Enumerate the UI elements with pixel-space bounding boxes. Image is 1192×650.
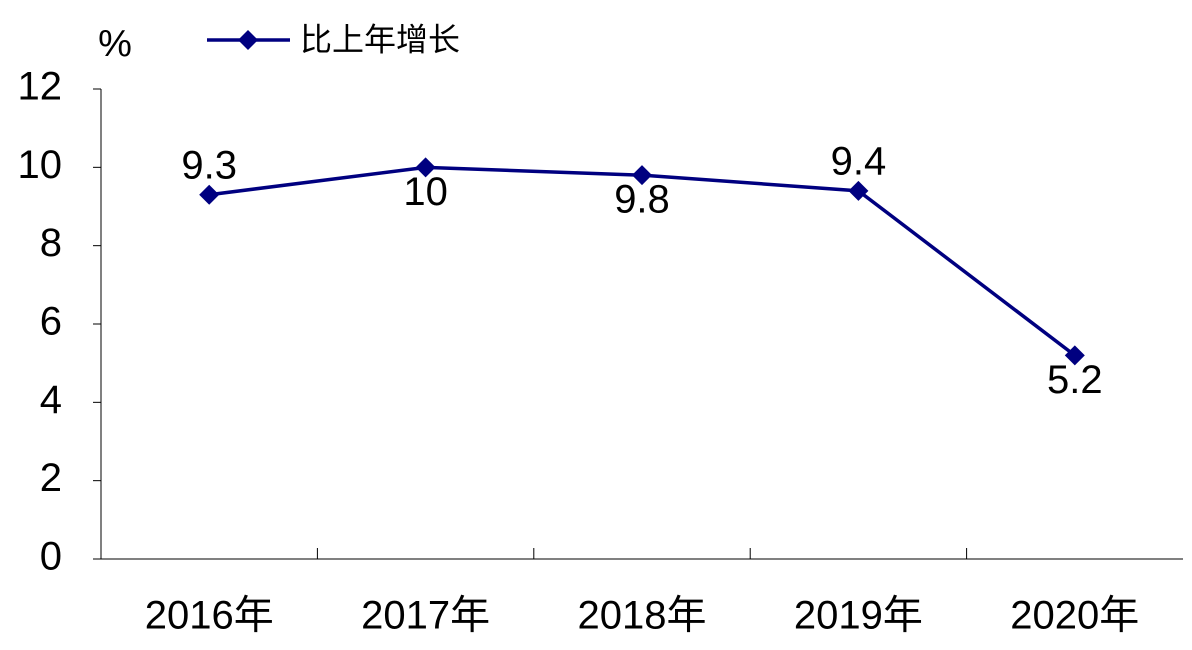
value-label: 5.2 [1047, 358, 1103, 402]
value-label: 9.8 [614, 178, 670, 222]
y-tick-label: 6 [40, 300, 62, 344]
value-label: 9.4 [831, 139, 887, 183]
marker [415, 157, 436, 178]
x-tick-label: 2016年 [145, 594, 274, 638]
x-tick-label: 2019年 [794, 594, 923, 638]
marker [632, 165, 652, 186]
x-tick-label: 2018年 [578, 594, 707, 638]
legend-label: 比上年增长 [300, 21, 460, 57]
marker [1064, 345, 1085, 366]
legend-marker [238, 30, 258, 50]
y-tick-label: 12 [18, 65, 63, 109]
value-label: 10 [403, 170, 448, 214]
y-tick-label: 0 [40, 535, 62, 579]
y-tick-label: 10 [18, 143, 63, 187]
x-tick-label: 2020年 [1010, 594, 1139, 638]
x-tick-label: 2017年 [361, 594, 490, 638]
y-axis-label: % [98, 23, 132, 65]
value-label: 9.3 [181, 143, 237, 187]
y-tick-label: 4 [40, 378, 62, 422]
y-tick-label: 8 [40, 221, 62, 265]
marker [848, 180, 869, 201]
y-tick-label: 2 [40, 456, 62, 500]
marker [199, 184, 220, 205]
